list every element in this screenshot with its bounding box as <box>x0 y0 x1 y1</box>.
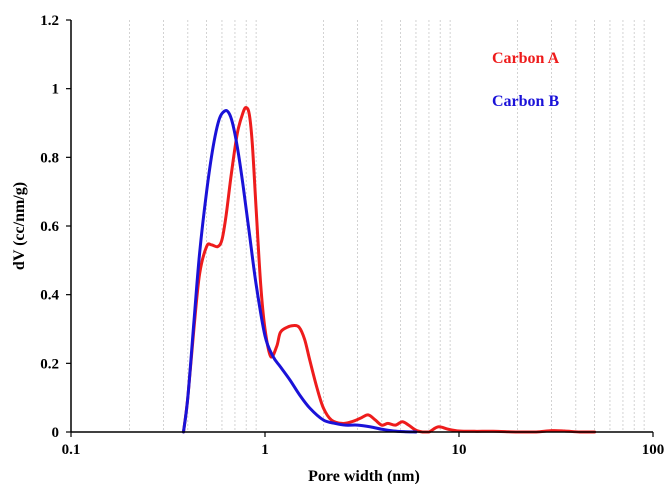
y-tick-label: 0.8 <box>40 150 59 166</box>
x-tick-label: 0.1 <box>62 442 81 458</box>
y-tick-label: 1.2 <box>40 13 59 29</box>
tick-labels: 0.1 1 10 100 0 0.2 0.4 0.6 0.8 1 1.2 <box>40 13 664 458</box>
axes <box>66 19 654 437</box>
series-line-1 <box>181 106 597 434</box>
y-tick-label: 0.4 <box>40 288 59 304</box>
y-tick-label: 0.2 <box>40 356 59 372</box>
series-line-2 <box>181 108 418 434</box>
legend-entry-2: Carbon B <box>492 93 559 110</box>
y-tick-label: 0 <box>52 425 60 441</box>
y-tick-label: 0.6 <box>40 219 59 235</box>
x-tick-label: 1 <box>261 442 269 458</box>
x-tick-label: 10 <box>452 442 467 458</box>
series-group <box>181 106 597 434</box>
legend: Carbon A Carbon B <box>492 50 560 110</box>
x-tick-label: 100 <box>642 442 665 458</box>
y-tick-label: 1 <box>52 82 60 98</box>
y-axis-label: dV (cc/nm/g) <box>11 182 28 270</box>
x-axis-label: Pore width (nm) <box>308 468 420 484</box>
legend-entry-1: Carbon A <box>492 50 560 67</box>
